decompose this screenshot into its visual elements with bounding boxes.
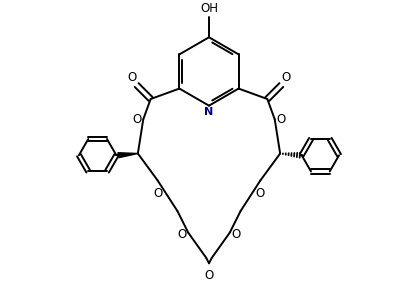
Text: O: O bbox=[277, 113, 286, 126]
Text: O: O bbox=[153, 187, 162, 200]
Text: O: O bbox=[232, 228, 241, 241]
Text: O: O bbox=[177, 228, 186, 241]
Text: N: N bbox=[204, 107, 214, 117]
Text: O: O bbox=[256, 187, 265, 200]
Text: O: O bbox=[132, 113, 141, 126]
Text: O: O bbox=[128, 71, 137, 84]
Text: OH: OH bbox=[200, 2, 218, 15]
Text: O: O bbox=[204, 269, 214, 282]
Polygon shape bbox=[118, 153, 138, 158]
Text: O: O bbox=[281, 71, 290, 84]
